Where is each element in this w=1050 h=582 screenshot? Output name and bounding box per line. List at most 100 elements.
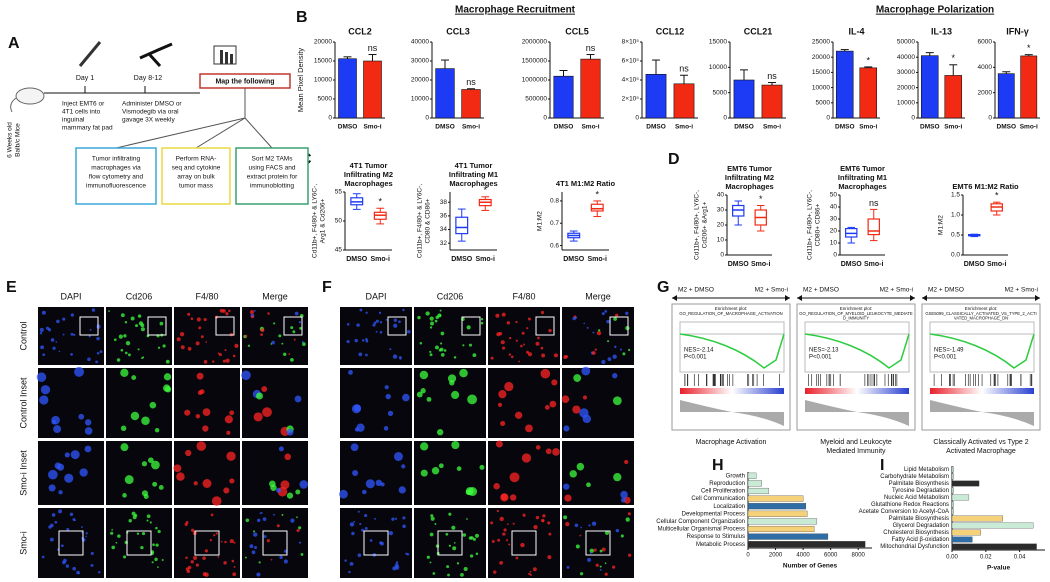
bar [747, 518, 818, 525]
cell [226, 451, 236, 461]
cell [535, 341, 540, 346]
cell [186, 569, 191, 574]
cell [525, 350, 529, 354]
mouse-tail [10, 97, 17, 113]
cell [627, 553, 632, 557]
cell [252, 530, 256, 533]
cell [614, 345, 617, 349]
cell [283, 352, 287, 356]
chart-title: EMT6 Tumor [727, 164, 772, 173]
gsea-p: P<0.001 [684, 355, 707, 361]
cell [599, 565, 602, 568]
y-tick-label: 30 [717, 207, 725, 214]
group-label: M2 + Smo-i [880, 287, 913, 294]
cell [197, 390, 203, 396]
cell [300, 553, 304, 556]
cell [198, 326, 202, 330]
cell [187, 565, 192, 570]
gsea-heading: Enrichment plot: [840, 306, 873, 311]
cell [122, 493, 127, 498]
cell [563, 355, 568, 360]
cell [39, 327, 44, 333]
cell [592, 331, 595, 334]
rank-metric [930, 400, 1034, 426]
cell [502, 532, 506, 536]
category-label: Localization [713, 504, 745, 510]
cell [551, 379, 558, 386]
x-tick-label: 2000 [769, 553, 783, 559]
cell [365, 479, 375, 489]
cell [434, 522, 437, 525]
cell [429, 316, 434, 321]
cell [359, 308, 363, 312]
gsea-caption: Activated Macrophage [946, 448, 1016, 455]
bar [435, 68, 455, 119]
cell [278, 446, 284, 452]
panel-label: E [6, 279, 17, 296]
cell [453, 356, 457, 359]
cell [96, 336, 100, 341]
y-tick-label: 0.6 [550, 242, 559, 249]
enrichment-curve [679, 333, 785, 369]
cell [402, 393, 410, 402]
mouse-label: 6 Weeks old [7, 122, 14, 158]
cell [374, 517, 377, 520]
task-text: Perform RNA- [176, 156, 217, 163]
cell [451, 525, 456, 530]
cell [279, 555, 283, 560]
y-tick-label: 40000 [411, 39, 429, 46]
cell [393, 323, 398, 328]
cell [419, 370, 429, 380]
cell [176, 337, 181, 342]
cell [113, 338, 117, 342]
cell [283, 559, 288, 564]
bar [338, 58, 357, 119]
cell [508, 543, 511, 546]
cell [253, 412, 263, 422]
x-tick-label: Smo-i [588, 256, 608, 263]
gsea-plot [804, 321, 910, 373]
cell [594, 348, 597, 351]
cell [505, 539, 509, 542]
micrograph [562, 307, 634, 365]
cell [453, 542, 456, 544]
cell [260, 333, 264, 337]
cell [298, 526, 302, 530]
bar [645, 74, 667, 119]
cell [615, 313, 619, 317]
gsea-gene-set: GSE5099_CLASSICALLY_ACTIVATED_VS_TYPE_2_… [925, 311, 1036, 316]
cell [234, 343, 239, 348]
cell [64, 473, 74, 483]
x-tick-label: Smo-i [371, 256, 391, 263]
cell [290, 358, 294, 362]
x-tick-label: Smo-i [1020, 124, 1038, 131]
cell [576, 462, 585, 471]
cell [40, 385, 51, 395]
inset-box [194, 530, 220, 556]
cell [466, 518, 468, 520]
cell [612, 372, 618, 379]
bar [747, 533, 829, 540]
cell [276, 524, 280, 528]
cell [430, 514, 434, 518]
cell [398, 486, 406, 494]
y-tick-label: 500000 [525, 96, 547, 103]
cell [141, 416, 150, 426]
cell [605, 530, 610, 535]
y-tick-label: 0 [720, 252, 724, 259]
cell [190, 560, 194, 564]
y-tick-label: 0 [635, 115, 639, 122]
step-text: Vismodegib via oral [122, 109, 179, 116]
cell [593, 548, 597, 552]
cell [529, 570, 532, 573]
y-axis-label: Cd11b+, F4/80+ & LY6C-, [417, 184, 424, 258]
cell [108, 310, 110, 312]
cell [459, 368, 468, 378]
cell [163, 384, 171, 392]
micrograph [242, 508, 308, 578]
y-tick-label: 30000 [411, 58, 429, 65]
category-label: Cell Proliferation [701, 489, 745, 495]
cell [429, 353, 433, 357]
cell [572, 316, 576, 321]
cell [48, 484, 56, 492]
